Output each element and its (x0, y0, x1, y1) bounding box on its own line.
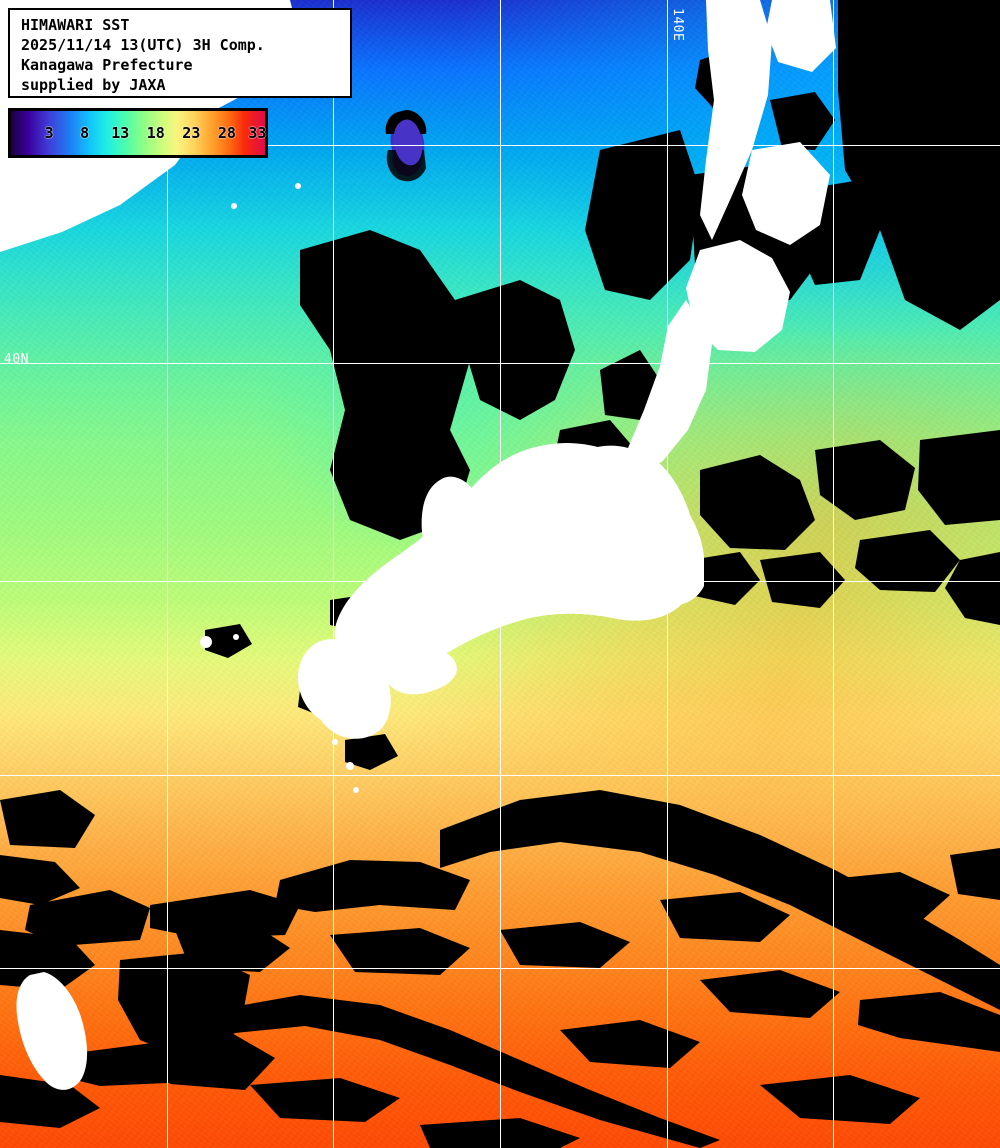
colorbar-tick-labels: 3 8 13 18 23 28 33 (11, 111, 267, 155)
title-line-region: Kanagawa Prefecture (21, 56, 193, 74)
gridline-vertical-2 (333, 0, 334, 1148)
gridline-horizontal-4 (0, 775, 1000, 776)
gridline-horizontal-3 (0, 581, 1000, 582)
gridline-horizontal-5 (0, 968, 1000, 969)
title-line-credit: supplied by JAXA (21, 76, 166, 94)
gridline-vertical-1 (167, 0, 168, 1148)
gridline-vertical-3 (500, 0, 501, 1148)
colorbar-tick-1: 8 (80, 124, 90, 142)
gridline-horizontal-2 (0, 363, 1000, 364)
inland-lake-cold (385, 110, 427, 182)
colorbar-tick-3: 18 (146, 124, 165, 142)
latitude-label-40n: 40N (4, 352, 29, 367)
colorbar-tick-2: 13 (111, 124, 130, 142)
title-box: HIMAWARI SST 2025/11/14 13(UTC) 3H Comp.… (8, 8, 352, 98)
gridline-horizontal-1 (0, 145, 1000, 146)
longitude-label-140e: 140E (670, 8, 685, 42)
colorbar-tick-6: 33 (248, 124, 267, 142)
colorbar-tick-5: 28 (217, 124, 236, 142)
title-line-product: HIMAWARI SST (21, 16, 130, 34)
colorbar-tick-0: 3 (44, 124, 54, 142)
gridline-vertical-5 (833, 0, 834, 1148)
colorbar-tick-4: 23 (182, 124, 201, 142)
colorbar-gradient (11, 111, 265, 155)
gridline-vertical-4 (667, 0, 668, 1148)
title-line-datetime: 2025/11/14 13(UTC) 3H Comp. (21, 36, 265, 54)
colorbar: 3 8 13 18 23 28 33 (8, 108, 268, 158)
